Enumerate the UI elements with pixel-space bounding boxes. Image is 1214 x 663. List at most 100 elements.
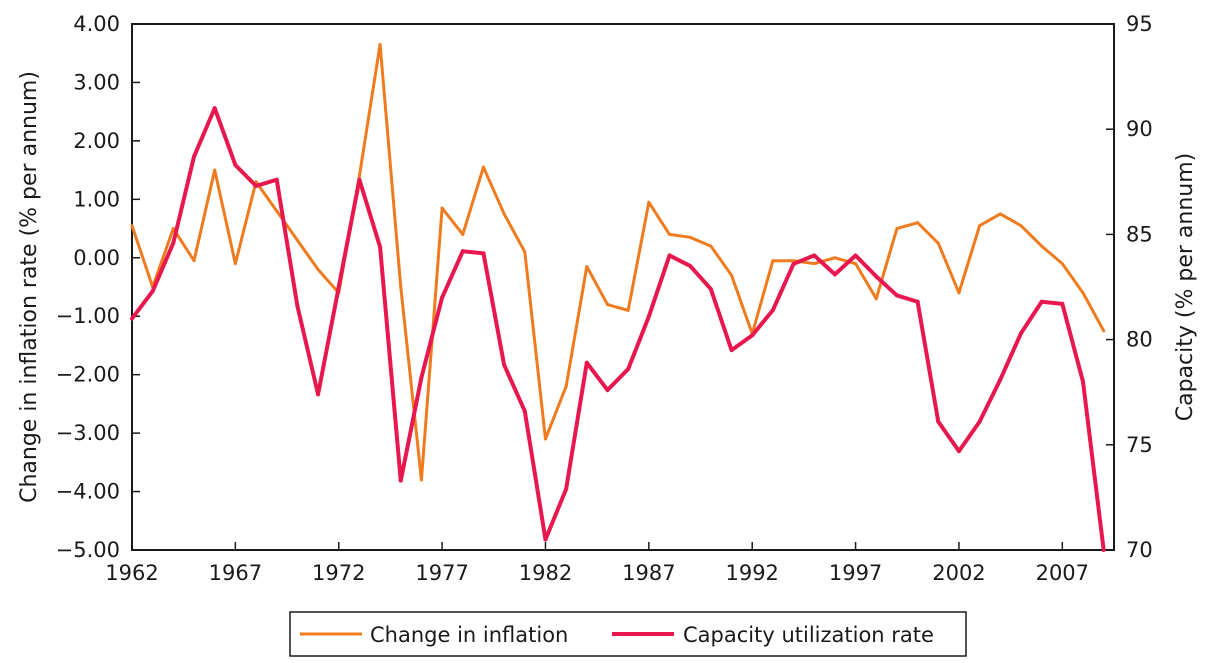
line-segment-capacity-utilization-rate <box>378 245 403 483</box>
left-tick-label: −5.00 <box>56 538 120 562</box>
line-segment-change-in-inflation <box>647 200 672 236</box>
series-layer <box>130 42 1106 552</box>
line-segment-capacity-utilization-rate <box>667 253 693 268</box>
line-segment-capacity-utilization-rate <box>956 419 982 454</box>
x-axis-ticks: 1962 1967 1972 1977 1982 1987 1992 1997 2002 2007 <box>105 542 1089 585</box>
line-segment-capacity-utilization-rate <box>233 162 259 189</box>
line-segment-capacity-utilization-rate <box>274 177 300 308</box>
line-segment-capacity-utilization-rate <box>357 177 383 250</box>
line-segment-capacity-utilization-rate <box>605 367 631 393</box>
line-segment-capacity-utilization-rate <box>192 106 217 159</box>
line-segment-capacity-utilization-rate <box>1060 301 1085 384</box>
x-tick-label: 1992 <box>725 561 778 585</box>
line-segment-capacity-utilization-rate <box>398 375 424 483</box>
right-tick-label: 90 <box>1126 117 1153 141</box>
right-tick-label: 70 <box>1126 538 1153 562</box>
left-tick-label: 0.00 <box>73 246 120 270</box>
left-tick-label: −4.00 <box>56 480 120 504</box>
line-segment-capacity-utilization-rate <box>419 295 445 380</box>
x-tick-label: 2002 <box>932 561 985 585</box>
line-segment-capacity-utilization-rate <box>874 274 899 298</box>
x-tick-label: 1997 <box>829 561 882 585</box>
line-segment-capacity-utilization-rate <box>791 253 817 266</box>
line-segment-capacity-utilization-rate <box>316 285 341 397</box>
line-segment-change-in-inflation <box>543 384 568 441</box>
legend: Change in inflation Capacity utilization… <box>289 611 967 657</box>
line-segment-change-in-inflation <box>1040 244 1064 266</box>
x-tick-label: 1967 <box>209 561 262 585</box>
line-segment-change-in-inflation <box>750 259 775 336</box>
left-tick-label: −3.00 <box>56 421 120 445</box>
line-segment-capacity-utilization-rate <box>1018 299 1044 336</box>
line-segment-change-in-inflation <box>874 227 899 301</box>
line-segment-capacity-utilization-rate <box>729 333 755 353</box>
line-segment-change-in-inflation <box>461 165 485 236</box>
right-axis-title: Capacity (% per annum) <box>1173 153 1198 421</box>
line-segment-change-in-inflation <box>688 235 713 248</box>
line-segment-capacity-utilization-rate <box>481 251 507 367</box>
line-segment-capacity-utilization-rate <box>212 106 238 167</box>
left-tick-label: 4.00 <box>73 12 120 36</box>
line-segment-change-in-inflation <box>151 227 175 289</box>
series-change-in-inflation <box>130 42 1106 482</box>
left-tick-label: 3.00 <box>73 70 120 94</box>
line-segment-capacity-utilization-rate <box>130 289 155 321</box>
line-segment-capacity-utilization-rate <box>915 299 941 424</box>
line-segment-capacity-utilization-rate <box>812 253 837 277</box>
right-tick-label: 95 <box>1126 12 1153 36</box>
x-tick-label: 1987 <box>622 561 675 585</box>
x-tick-label: 1977 <box>415 561 468 585</box>
line-segment-capacity-utilization-rate <box>440 249 465 300</box>
right-tick-label: 85 <box>1126 222 1153 246</box>
line-segment-change-in-inflation <box>668 232 692 239</box>
line-segment-capacity-utilization-rate <box>832 253 858 277</box>
line-segment-change-in-inflation <box>833 256 858 266</box>
line-segment-capacity-utilization-rate <box>1080 379 1106 552</box>
x-tick-label: 1972 <box>312 561 365 585</box>
line-segment-change-in-inflation <box>564 265 589 388</box>
line-segment-change-in-inflation <box>481 165 506 216</box>
line-segment-change-in-inflation <box>812 256 837 266</box>
line-segment-capacity-utilization-rate <box>646 253 672 319</box>
line-segment-capacity-utilization-rate <box>502 362 527 414</box>
line-segment-change-in-inflation <box>502 212 527 254</box>
line-segment-change-in-inflation <box>854 262 878 301</box>
line-segment-capacity-utilization-rate <box>626 314 651 372</box>
x-tick-label: 1962 <box>105 561 158 585</box>
line-segment-change-in-inflation <box>916 221 940 245</box>
line-segment-capacity-utilization-rate <box>750 308 775 338</box>
line-segment-change-in-inflation <box>192 168 217 263</box>
series-capacity-utilization-rate <box>130 106 1106 552</box>
left-tick-label: −1.00 <box>56 304 120 328</box>
line-segment-capacity-utilization-rate <box>853 253 879 279</box>
line-segment-capacity-utilization-rate <box>584 360 610 393</box>
line-segment-change-in-inflation <box>605 303 630 312</box>
line-segment-change-in-inflation <box>1019 224 1044 248</box>
line-segment-capacity-utilization-rate <box>936 419 961 454</box>
right-axis-ticks: 95 90 85 80 75 70 <box>1106 12 1153 562</box>
x-tick-label: 1982 <box>519 561 572 585</box>
line-segment-change-in-inflation <box>626 200 651 312</box>
line-segment-capacity-utilization-rate <box>564 360 589 491</box>
line-segment-change-in-inflation <box>895 221 920 231</box>
line-segment-capacity-utilization-rate <box>295 303 321 397</box>
line-segment-change-in-inflation <box>130 224 155 289</box>
line-segment-capacity-utilization-rate <box>998 331 1023 382</box>
line-segment-change-in-inflation <box>523 250 547 441</box>
line-segment-change-in-inflation <box>213 168 237 266</box>
left-axis-title: Change in inflation rate (% per annum) <box>17 71 42 503</box>
line-segment-capacity-utilization-rate <box>543 486 569 542</box>
line-segment-capacity-utilization-rate <box>977 377 1003 424</box>
line-segment-change-in-inflation <box>233 180 258 266</box>
line-segment-change-in-inflation <box>730 273 754 336</box>
line-segment-change-in-inflation <box>936 241 961 295</box>
line-segment-capacity-utilization-rate <box>460 249 486 256</box>
line-segment-capacity-utilization-rate <box>522 409 548 542</box>
legend-label-capacity-utilization-rate: Capacity utilization rate <box>683 623 934 647</box>
line-segment-change-in-inflation <box>978 212 1002 228</box>
line-segment-capacity-utilization-rate <box>770 261 796 313</box>
left-tick-label: −2.00 <box>56 363 120 387</box>
line-segment-change-in-inflation <box>1081 291 1106 333</box>
line-segment-capacity-utilization-rate <box>708 287 734 353</box>
